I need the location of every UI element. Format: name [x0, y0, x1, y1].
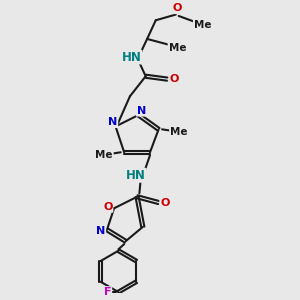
Text: N: N [137, 106, 146, 116]
Text: Me: Me [169, 43, 186, 52]
Text: N: N [96, 226, 105, 236]
Text: O: O [103, 202, 112, 212]
Text: O: O [170, 74, 179, 84]
Text: O: O [160, 197, 170, 208]
Text: HN: HN [126, 169, 146, 182]
Text: Me: Me [194, 20, 211, 30]
Text: O: O [172, 3, 182, 13]
Text: F: F [104, 287, 111, 297]
Text: Me: Me [170, 127, 188, 137]
Text: Me: Me [95, 150, 113, 160]
Text: N: N [108, 117, 117, 127]
Text: HN: HN [122, 50, 141, 64]
